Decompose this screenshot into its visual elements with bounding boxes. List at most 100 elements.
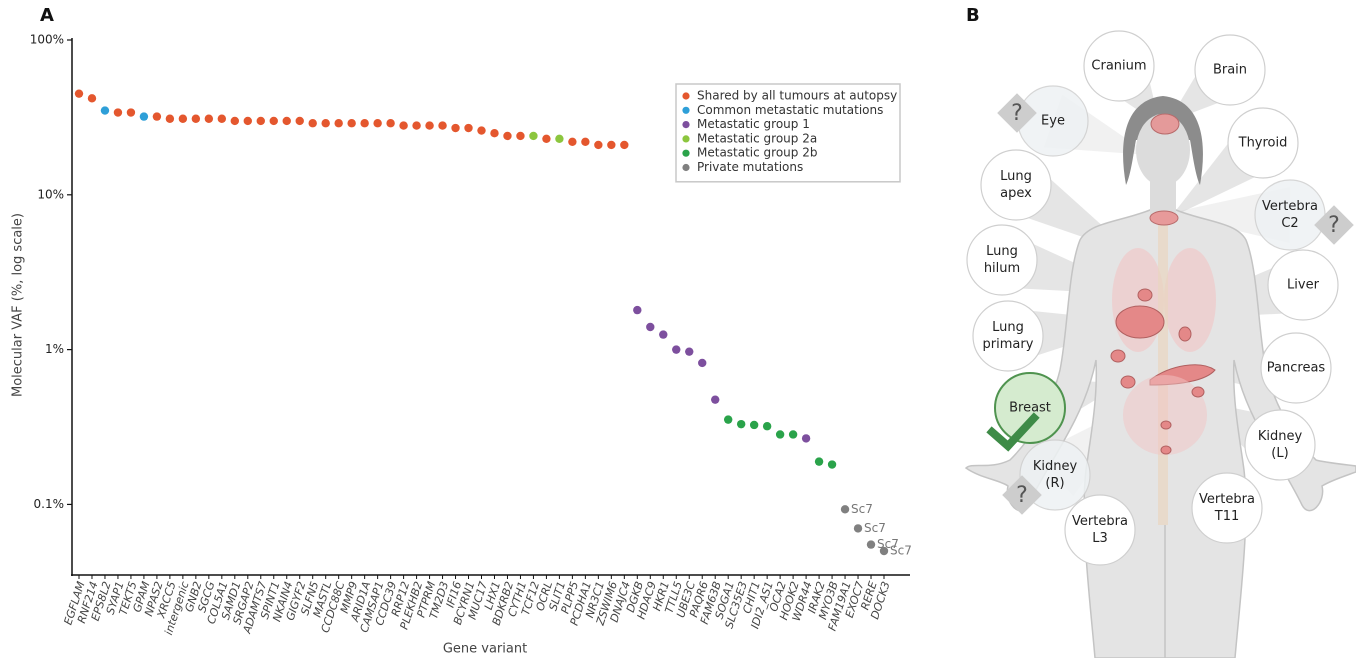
point [256,116,265,126]
point [568,137,577,146]
point [477,126,486,135]
point [74,89,84,98]
point [165,114,175,123]
point [555,134,564,144]
site-label: Brain [1213,63,1247,78]
panel-b: B Cranium Brain Eye Thyroid Lung apex Vertebra… [964,5,1356,658]
tumour [1110,349,1126,363]
point [451,123,460,133]
sites: Cranium Brain Eye Thyroid Lung apex Vertebra C2… [966,30,1354,566]
point-label: Sc7 [851,502,873,516]
head [1136,114,1190,186]
point [529,131,538,141]
point [503,131,512,141]
hair [1123,96,1203,185]
point [243,116,252,126]
point [723,415,733,424]
point [516,131,525,141]
point [685,347,694,356]
site-circle [980,149,1052,221]
point [295,116,304,126]
site-label: Kidney [1033,459,1078,474]
point [360,119,369,128]
flag-label: ? [1011,101,1023,126]
site-label: apex [1000,186,1032,201]
panel-label: B [966,5,980,26]
site-label: L3 [1092,531,1108,546]
point [230,116,240,126]
point [788,430,798,439]
brain-tumour [1150,113,1180,135]
point [736,419,746,429]
point [204,114,214,123]
site-label: Eye [1041,114,1065,129]
tumour [1137,288,1153,302]
point [87,94,97,103]
point-label: Sc7 [890,544,912,558]
point [152,112,162,121]
point [814,457,824,466]
point [191,114,201,123]
site-circle [966,224,1038,296]
point [139,112,149,121]
site-label: (R) [1045,476,1064,491]
x-axis-title: Gene variant [443,642,527,657]
point [282,116,291,126]
point [840,505,850,514]
check-mark [986,412,1040,452]
site-circle [1244,409,1316,481]
point [633,305,642,315]
site-circle [1267,249,1339,321]
legend-swatch [682,106,690,114]
point [178,114,188,123]
legend-swatch [682,92,690,100]
site-circle [972,300,1044,372]
tumour [1120,375,1136,389]
tumour [1178,326,1192,342]
legend-swatch [682,135,690,143]
point [113,108,123,117]
site-circle [1227,107,1299,179]
legend-label: Common metastatic mutations [697,103,883,117]
point [581,137,590,146]
flag-label: ? [1016,483,1028,508]
point [334,119,343,128]
site-circle [1191,472,1263,544]
flag-label: ? [1328,213,1340,238]
legend-swatch [682,149,690,157]
point [698,358,707,368]
point [321,119,330,128]
site-label: Kidney [1258,429,1303,444]
lung-left [1164,248,1216,352]
point [827,460,837,469]
site-label: (L) [1271,446,1288,461]
point [412,121,421,130]
liver [1115,305,1165,339]
point [425,121,434,130]
site-label: T11 [1214,509,1239,524]
point [749,420,759,430]
site-circle [994,372,1066,444]
point [620,140,629,150]
site-circle [1064,494,1136,566]
y-axis-title: Molecular VAF (%, log scale) [11,213,26,397]
site-label: Vertebra [1262,199,1318,214]
point [607,140,616,150]
point [801,434,811,443]
site-label: Breast [1009,401,1051,416]
point [438,121,447,130]
y-tick-label: 1% [45,342,64,356]
site-label: Thyroid [1238,136,1288,151]
point [775,430,785,439]
point [672,345,681,354]
legend-label: Metastatic group 1 [697,117,810,131]
panel-a: A Molecular VAF (%, log scale) Gene vari… [11,5,912,657]
site-label: hilum [984,261,1020,276]
tumour [1160,420,1172,430]
point [386,119,395,128]
point [464,123,473,133]
site-label: Pancreas [1267,361,1326,376]
site-label: Liver [1287,278,1320,293]
legend-box [675,83,901,183]
